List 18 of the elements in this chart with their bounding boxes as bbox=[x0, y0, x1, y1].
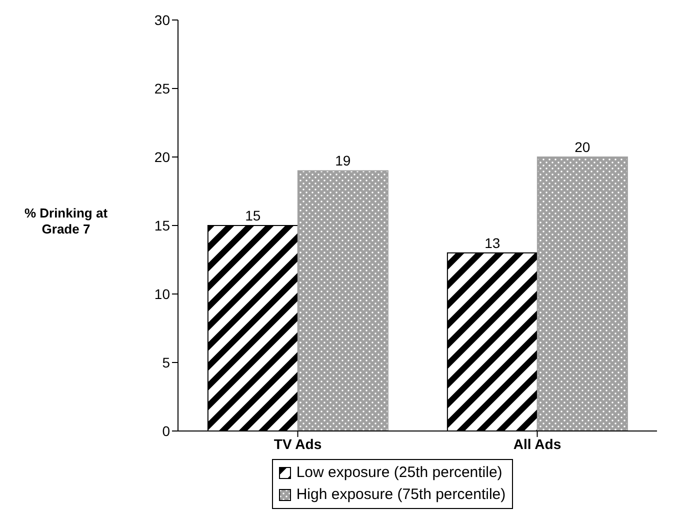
legend-label: Low exposure (25th percentile) bbox=[296, 463, 502, 483]
y-tick-label: 30 bbox=[154, 12, 170, 28]
x-tick-label: All Ads bbox=[513, 436, 562, 452]
legend-label: High exposure (75th percentile) bbox=[296, 485, 506, 505]
y-tick-label: 15 bbox=[154, 217, 170, 234]
bar bbox=[536, 156, 628, 431]
data-label: 13 bbox=[484, 234, 500, 251]
y-tick-label: 20 bbox=[154, 148, 170, 165]
y-axis-title: % Drinking at Grade 7 bbox=[24, 206, 108, 236]
bar bbox=[297, 170, 388, 431]
y-tick-label: 0 bbox=[162, 422, 170, 439]
data-label: 20 bbox=[574, 139, 590, 155]
data-label: 19 bbox=[335, 152, 351, 169]
data-label: 15 bbox=[245, 208, 261, 224]
y-tick-label: 25 bbox=[154, 80, 170, 96]
y-tick-label: 5 bbox=[162, 354, 170, 370]
y-tick-label: 10 bbox=[154, 286, 170, 302]
x-tick-label: TV Ads bbox=[274, 436, 322, 452]
